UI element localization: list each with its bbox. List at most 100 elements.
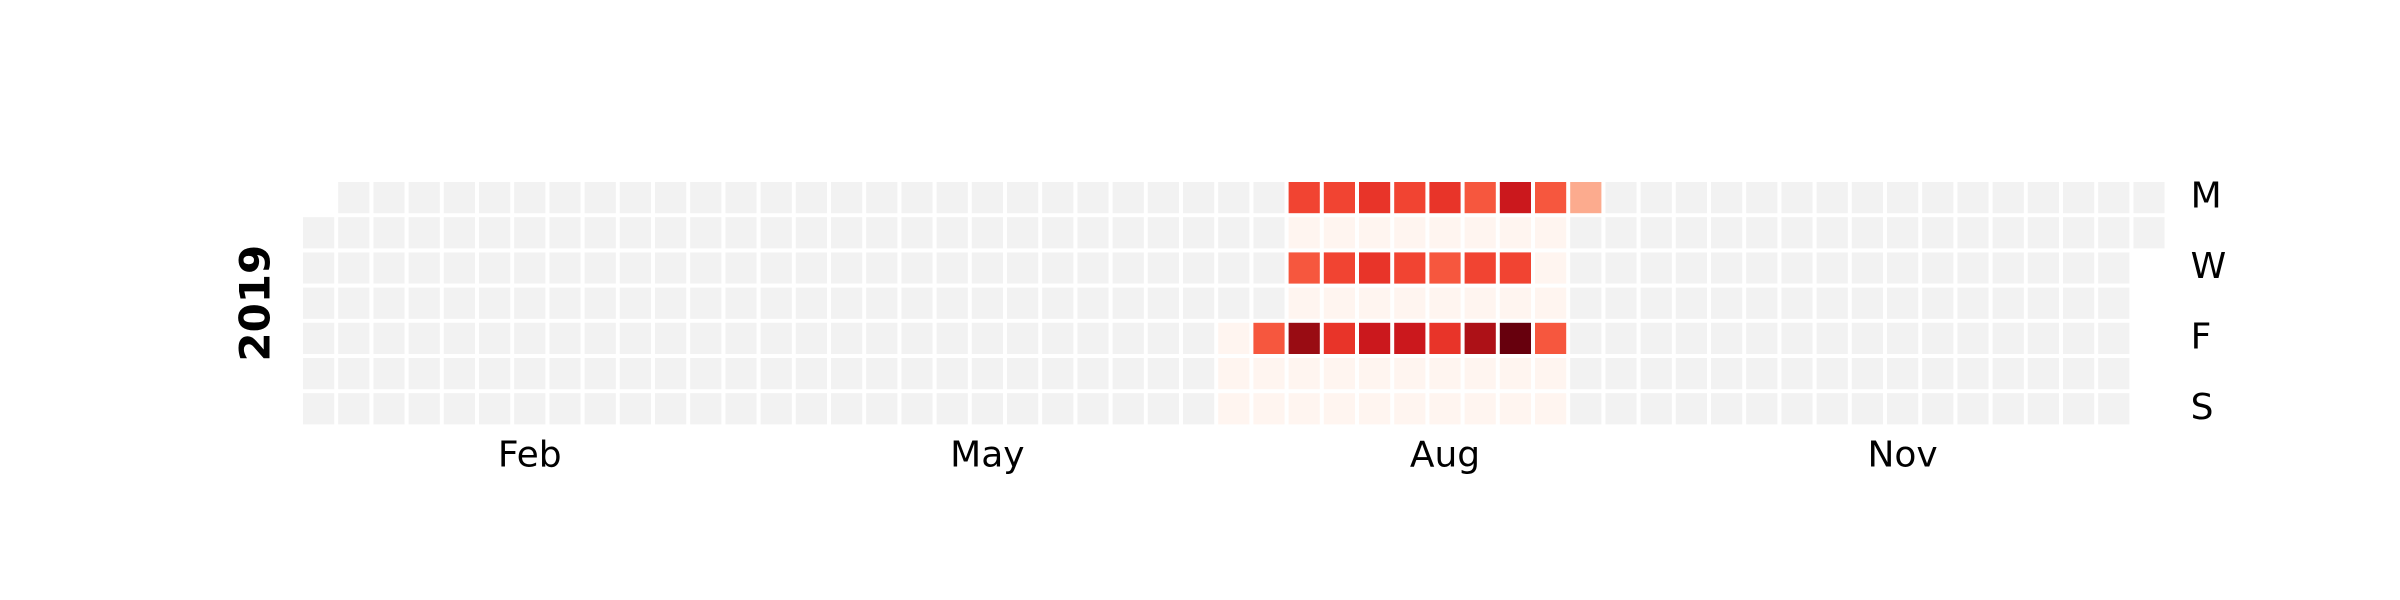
- heatmap-cell-empty: [584, 287, 616, 319]
- heatmap-cell-value: [1429, 252, 1461, 284]
- heatmap-cell-empty: [1957, 287, 1989, 319]
- heatmap-cell-empty: [1042, 393, 1074, 425]
- heatmap-cell-empty: [866, 393, 898, 425]
- heatmap-cell-empty: [971, 322, 1003, 354]
- heatmap-cell-empty: [1887, 252, 1919, 284]
- heatmap-cell-empty: [1992, 393, 2024, 425]
- heatmap-cell-empty: [901, 322, 933, 354]
- heatmap-cell-empty: [1816, 182, 1848, 214]
- heatmap-cell-value: [1253, 358, 1285, 390]
- heatmap-cell-empty: [725, 252, 757, 284]
- heatmap-cell-empty: [2027, 217, 2059, 249]
- heatmap-cell-empty: [2098, 252, 2130, 284]
- heatmap-cell-empty: [1746, 322, 1778, 354]
- weekday-tick-label: W: [2191, 246, 2227, 287]
- heatmap-cell-value: [1288, 217, 1320, 249]
- heatmap-cell-empty: [619, 287, 651, 319]
- heatmap-cell-value: [1394, 252, 1426, 284]
- heatmap-cell-value: [1570, 182, 1602, 214]
- heatmap-cell-empty: [549, 358, 581, 390]
- heatmap-cell-empty: [1887, 217, 1919, 249]
- weekday-tick-label: S: [2191, 387, 2214, 428]
- heatmap-cell-empty: [2027, 358, 2059, 390]
- heatmap-cell-empty: [795, 252, 827, 284]
- heatmap-cell-empty: [1746, 393, 1778, 425]
- heatmap-cell-empty: [479, 217, 511, 249]
- heatmap-cell-value: [1394, 217, 1426, 249]
- heatmap-cell-value: [1359, 358, 1391, 390]
- heatmap-cell-value: [1253, 393, 1285, 425]
- heatmap-cell-empty: [1675, 287, 1707, 319]
- heatmap-cell-empty: [549, 287, 581, 319]
- heatmap-cell-empty: [303, 358, 335, 390]
- heatmap-cell-empty: [549, 393, 581, 425]
- heatmap-cell-empty: [1957, 252, 1989, 284]
- heatmap-cell-empty: [479, 287, 511, 319]
- heatmap-cell-empty: [1218, 217, 1250, 249]
- heatmap-cell-empty: [901, 217, 933, 249]
- heatmap-cell-empty: [443, 287, 475, 319]
- heatmap-cell-value: [1499, 287, 1531, 319]
- heatmap-cell-value: [1499, 252, 1531, 284]
- heatmap-cell-value: [1394, 393, 1426, 425]
- heatmap-cell-empty: [619, 322, 651, 354]
- heatmap-cell-empty: [1746, 252, 1778, 284]
- heatmap-cell-empty: [1605, 182, 1637, 214]
- heatmap-cell-empty: [303, 322, 335, 354]
- heatmap-cell-empty: [690, 393, 722, 425]
- heatmap-cell-value: [1288, 252, 1320, 284]
- heatmap-cell-empty: [1640, 252, 1672, 284]
- heatmap-cell-empty: [443, 182, 475, 214]
- heatmap-cell-empty: [1957, 322, 1989, 354]
- heatmap-cell-value: [1288, 287, 1320, 319]
- heatmap-cell-empty: [2133, 217, 2165, 249]
- heatmap-cell-empty: [514, 287, 546, 319]
- heatmap-cell-empty: [1851, 393, 1883, 425]
- heatmap-cell-empty: [1851, 322, 1883, 354]
- heatmap-cell-empty: [2098, 358, 2130, 390]
- heatmap-cell-empty: [1640, 182, 1672, 214]
- heatmap-cell-empty: [408, 322, 440, 354]
- heatmap-cell-empty: [1253, 287, 1285, 319]
- heatmap-cell-empty: [1887, 182, 1919, 214]
- heatmap-cell-value: [1535, 252, 1567, 284]
- heatmap-cell-empty: [2133, 182, 2165, 214]
- heatmap-cell-value: [1218, 393, 1250, 425]
- heatmap-cell-empty: [1077, 182, 1109, 214]
- heatmap-cell-empty: [1605, 252, 1637, 284]
- heatmap-cell-empty: [1816, 217, 1848, 249]
- heatmap-cell-empty: [1992, 217, 2024, 249]
- heatmap-cell-empty: [655, 252, 687, 284]
- heatmap-cell-empty: [655, 182, 687, 214]
- heatmap-cell-empty: [1147, 393, 1179, 425]
- heatmap-cell-value: [1323, 393, 1355, 425]
- heatmap-cell-empty: [1816, 252, 1848, 284]
- heatmap-cell-value: [1499, 322, 1531, 354]
- heatmap-cell-value: [1464, 322, 1496, 354]
- heatmap-cell-empty: [690, 217, 722, 249]
- year-label: 2019: [231, 245, 280, 362]
- heatmap-cell-empty: [584, 182, 616, 214]
- heatmap-cell-empty: [1112, 287, 1144, 319]
- heatmap-cell-value: [1323, 322, 1355, 354]
- heatmap-cell-empty: [1077, 322, 1109, 354]
- heatmap-cell-empty: [1605, 393, 1637, 425]
- heatmap-cell-empty: [795, 217, 827, 249]
- heatmap-cell-empty: [1112, 252, 1144, 284]
- heatmap-cell-empty: [373, 252, 405, 284]
- heatmap-cell-empty: [760, 358, 792, 390]
- heatmap-cell-empty: [2063, 358, 2095, 390]
- heatmap-cell-empty: [514, 252, 546, 284]
- heatmap-cell-empty: [408, 393, 440, 425]
- heatmap-cell-empty: [901, 252, 933, 284]
- heatmap-cell-empty: [936, 393, 968, 425]
- heatmap-cell-empty: [549, 182, 581, 214]
- heatmap-cell-empty: [1887, 322, 1919, 354]
- heatmap-cell-empty: [1781, 358, 1813, 390]
- heatmap-cell-empty: [303, 287, 335, 319]
- weekday-tick-label: F: [2191, 316, 2212, 357]
- heatmap-cell-empty: [408, 252, 440, 284]
- heatmap-cell-empty: [1605, 358, 1637, 390]
- heatmap-cell-empty: [795, 182, 827, 214]
- heatmap-cell-value: [1394, 287, 1426, 319]
